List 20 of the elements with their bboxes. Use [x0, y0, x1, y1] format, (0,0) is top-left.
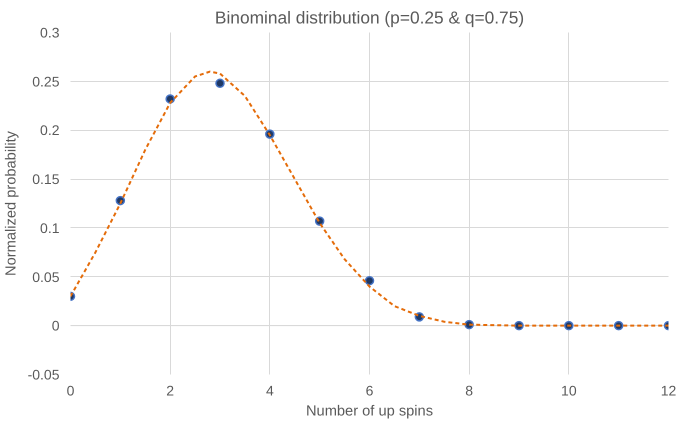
y-tick-label: 0.2 — [40, 122, 60, 138]
y-tick-label: 0.15 — [32, 171, 60, 188]
y-axis-title: Normalized probability — [4, 130, 20, 276]
x-tick-label: 6 — [366, 382, 374, 398]
point — [215, 78, 225, 88]
x-tick-label: 8 — [465, 382, 474, 398]
y-tick-label: 0.3 — [40, 24, 60, 40]
y-tick-label: 0.25 — [32, 73, 60, 90]
x-tick-label: 12 — [660, 382, 676, 398]
x-tick-label: 4 — [266, 382, 274, 398]
x-axis-title: Number of up spins — [306, 404, 434, 420]
chart-title: Binominal distribution (p=0.25 & q=0.75) — [214, 8, 524, 28]
x-tick-label: 10 — [561, 382, 577, 398]
x-tick-label: 0 — [66, 382, 75, 398]
y-tick-label: 0.1 — [40, 220, 60, 236]
point — [364, 276, 374, 286]
y-tick-label: -0.05 — [28, 366, 60, 382]
x-tick-label: 2 — [166, 382, 174, 398]
y-tick-label: 0 — [52, 318, 60, 334]
y-tick-label: 0.05 — [32, 268, 60, 285]
